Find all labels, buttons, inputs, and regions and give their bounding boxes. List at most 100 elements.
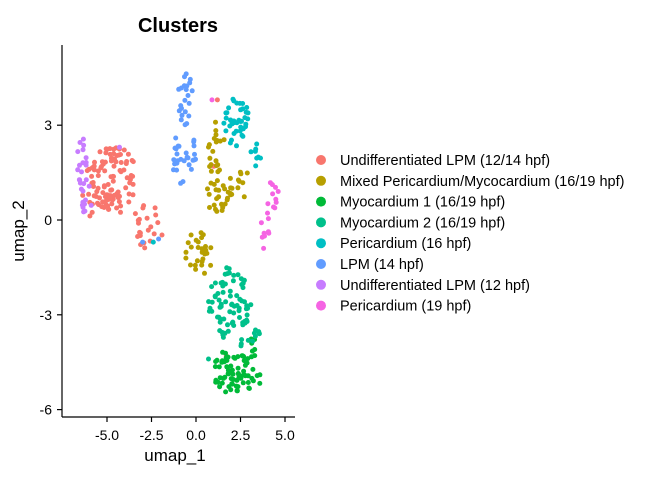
legend-swatch <box>316 196 326 207</box>
data-point <box>221 120 227 126</box>
data-point <box>107 151 113 157</box>
data-point <box>238 171 244 177</box>
data-point <box>117 168 123 173</box>
data-point <box>217 138 223 144</box>
data-point <box>245 380 251 385</box>
data-point <box>249 354 254 360</box>
data-point <box>84 168 90 174</box>
data-point <box>235 365 241 371</box>
series-0 <box>80 97 229 359</box>
data-point <box>223 350 228 356</box>
data-point <box>202 270 207 276</box>
data-point <box>275 189 281 194</box>
data-point <box>220 289 226 295</box>
data-point <box>239 132 245 138</box>
data-point <box>208 262 214 268</box>
data-point <box>229 302 235 308</box>
data-point <box>115 195 121 201</box>
data-point <box>241 277 247 283</box>
data-point <box>114 153 120 158</box>
data-point <box>255 154 261 160</box>
data-point <box>126 199 132 205</box>
data-point <box>244 317 250 323</box>
series-3 <box>206 265 262 362</box>
data-point <box>252 333 258 339</box>
data-point <box>135 234 141 239</box>
y-tick-label: -6 <box>40 402 53 418</box>
data-point <box>206 191 212 197</box>
data-point <box>224 364 230 370</box>
data-point <box>99 204 105 210</box>
data-point <box>266 230 272 236</box>
data-point <box>211 181 217 187</box>
data-point <box>244 312 250 318</box>
data-point <box>203 247 209 253</box>
data-point <box>213 158 219 164</box>
data-point <box>209 299 215 305</box>
data-point <box>152 205 158 211</box>
data-point <box>220 183 226 189</box>
data-point <box>240 180 246 186</box>
data-point <box>253 163 259 169</box>
data-point <box>89 165 95 171</box>
y-tick-label: 0 <box>44 212 52 228</box>
data-point <box>81 181 87 187</box>
data-point <box>83 177 89 183</box>
data-point <box>130 192 136 198</box>
data-point <box>95 173 101 179</box>
data-point <box>228 363 234 369</box>
data-point <box>124 175 130 181</box>
data-point <box>102 168 108 174</box>
data-point <box>245 337 251 343</box>
data-point <box>228 387 234 393</box>
data-point <box>115 189 121 195</box>
data-point <box>199 235 205 241</box>
data-point <box>245 305 251 311</box>
data-point <box>176 143 182 149</box>
data-point <box>203 244 208 249</box>
data-point <box>257 380 263 386</box>
legend-swatch <box>316 238 326 249</box>
data-point <box>144 215 150 221</box>
legend-item: Mixed Pericardium/Mycocardium (16/19 hpf… <box>316 174 624 190</box>
legend-label: Pericardium (19 hpf) <box>340 299 471 315</box>
data-point <box>221 316 227 322</box>
data-point <box>256 329 262 335</box>
data-point <box>237 315 242 320</box>
data-point <box>89 209 95 215</box>
data-point <box>231 118 237 124</box>
data-point <box>179 105 184 111</box>
data-point <box>75 149 81 155</box>
data-point <box>80 136 86 142</box>
legend-label: LPM (14 hpf) <box>340 257 424 273</box>
data-point <box>227 293 233 299</box>
data-point <box>111 192 117 198</box>
data-point <box>237 100 243 106</box>
data-point <box>148 224 154 230</box>
data-point <box>77 177 83 183</box>
legend-swatch <box>316 155 326 165</box>
data-point <box>213 187 219 193</box>
data-point <box>229 185 235 191</box>
data-point <box>241 368 247 374</box>
legend-swatch <box>316 217 326 228</box>
data-point <box>225 189 231 195</box>
series-1 <box>183 119 250 276</box>
data-point <box>240 322 246 328</box>
legend: Undifferentiated LPM (12/14 hpf) Mixed Pe… <box>316 153 624 315</box>
data-point <box>173 135 179 141</box>
data-point <box>271 204 276 210</box>
data-point <box>132 211 138 217</box>
data-point <box>87 213 93 219</box>
data-point <box>242 362 248 368</box>
data-point <box>108 187 114 193</box>
data-point <box>182 97 188 103</box>
data-point <box>178 180 184 186</box>
data-point <box>219 201 224 207</box>
data-point <box>188 166 194 172</box>
data-point <box>136 216 142 222</box>
data-point <box>207 305 213 311</box>
data-point <box>86 191 92 197</box>
data-point <box>140 239 146 245</box>
data-point <box>183 249 189 255</box>
